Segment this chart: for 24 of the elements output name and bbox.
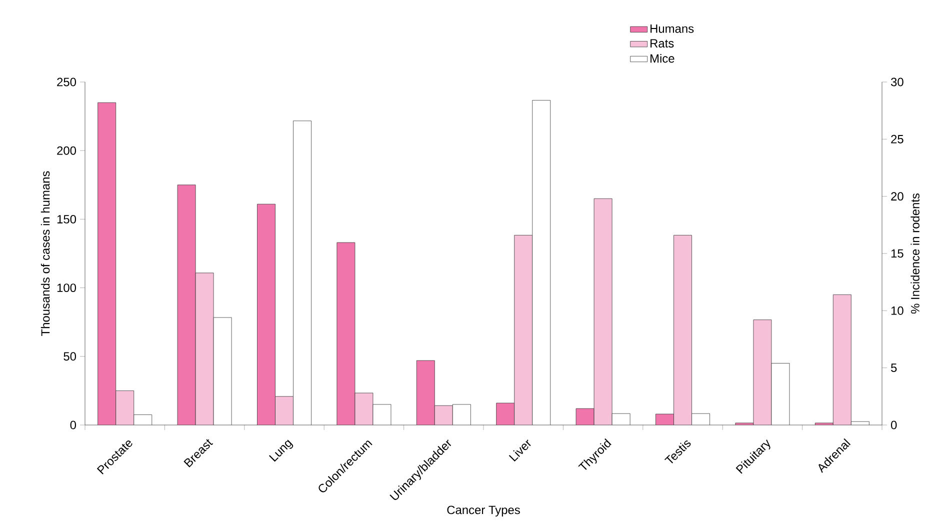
legend-label: Rats — [650, 39, 674, 48]
y2-tick-label: 15 — [891, 249, 904, 258]
y2-tick-label: 5 — [891, 364, 897, 372]
y-tick-label: 0 — [70, 420, 76, 430]
y-axis-title: Thousands of cases in humans — [40, 171, 50, 336]
bar — [336, 242, 355, 425]
legend-label: Mice — [650, 54, 674, 63]
y-tick-label: 100 — [57, 284, 76, 292]
y2-tick-label: 30 — [890, 78, 904, 86]
bar — [416, 360, 435, 425]
y2-axis-title: % Incidence in rodents — [910, 193, 920, 314]
bar — [257, 204, 276, 425]
x-axis-title: Cancer Types — [447, 506, 520, 517]
y-tick-label: 50 — [64, 352, 76, 361]
bar — [98, 102, 116, 425]
y2-tick-label: 25 — [891, 134, 904, 144]
y2-tick-label: 10 — [891, 306, 904, 315]
y-tick-label: 200 — [57, 146, 76, 155]
y-tick-label: 250 — [57, 78, 76, 86]
y2-tick-label: 20 — [891, 192, 904, 201]
y2-tick-label: 0 — [891, 420, 897, 430]
y-tick-label: 150 — [57, 214, 76, 224]
bar — [496, 403, 514, 425]
legend-label: Humans — [650, 24, 694, 33]
